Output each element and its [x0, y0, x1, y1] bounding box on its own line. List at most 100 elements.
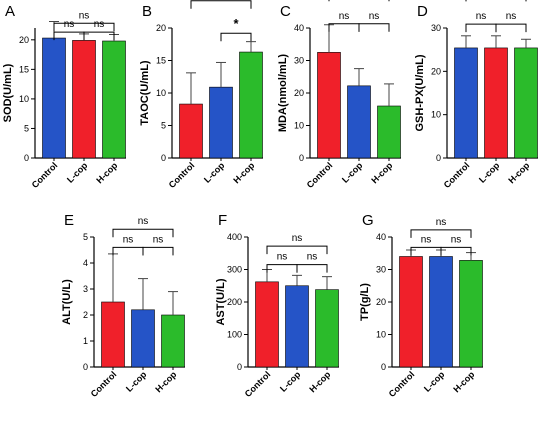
y-tick-label: 100 [227, 330, 242, 340]
significance-label: ns [451, 234, 462, 245]
significance-bracket [220, 32, 252, 42]
significance-label: ns [292, 233, 303, 244]
significance-bracket [266, 245, 328, 255]
significance-label: ns [339, 11, 350, 22]
bar-l-cop [429, 256, 453, 368]
x-tick-label: H-cop [506, 160, 531, 185]
y-tick-label: 40 [294, 23, 304, 33]
y-tick-label: 10 [156, 88, 166, 98]
bar-control [179, 103, 203, 159]
bar-l-cop [347, 85, 371, 159]
bar-control [101, 301, 125, 368]
x-tick-label: Control [387, 369, 417, 399]
panel-letter: G [362, 212, 374, 229]
y-tick-label: 30 [431, 23, 441, 33]
y-tick-label: 30 [294, 56, 304, 66]
bar-h-cop [161, 314, 185, 368]
y-tick-label: 5 [24, 123, 29, 133]
bar-h-cop [514, 47, 538, 159]
y-axis-label: TP(g/L) [359, 283, 371, 321]
panel-letter: D [417, 3, 428, 20]
significance-bracket [410, 229, 472, 238]
y-tick-label: 30 [376, 265, 386, 275]
significance-bracket [465, 0, 527, 2]
y-tick-label: 4 [83, 258, 88, 268]
y-tick-label: 0 [436, 153, 441, 163]
y-tick-label: 0 [83, 362, 88, 372]
significance-label: ns [369, 11, 380, 22]
bar-control [454, 47, 478, 159]
significance-label: ns [79, 10, 90, 21]
x-tick-label: L-cop [65, 160, 90, 185]
y-tick-label: 10 [19, 94, 29, 104]
significance-label: ns [307, 252, 318, 263]
y-tick-label: 5 [83, 232, 88, 242]
y-tick-label: 20 [294, 88, 304, 98]
y-tick-label: 15 [156, 56, 166, 66]
x-tick-label: L-cop [124, 369, 149, 394]
significance-label: ns [123, 234, 134, 245]
significance-label: ns [421, 234, 432, 245]
significance-label: * [233, 16, 239, 31]
y-tick-label: 10 [431, 110, 441, 120]
bar-h-cop [459, 260, 483, 368]
significance-bracket [53, 22, 115, 32]
y-tick-label: 20 [431, 66, 441, 76]
significance-label: ns [436, 217, 447, 228]
chart-panel-c: C 0 10 20 30 40 MDA(nmol/mL) Control L-cop H-cop n… [277, 0, 401, 190]
significance-bracket [142, 246, 174, 256]
significance-bracket [83, 31, 115, 41]
x-tick-label: L-cop [340, 160, 365, 185]
significance-bracket [465, 23, 497, 33]
y-tick-label: 1 [83, 336, 88, 346]
y-tick-label: 20 [156, 23, 166, 33]
panel-letter: E [64, 212, 74, 229]
y-tick-label: 200 [227, 297, 242, 307]
chart-panel-d: D 0 10 20 30 GSH-PX(U/mL) Control L-cop H-cop ns n… [414, 0, 538, 190]
x-tick-label: Control [30, 160, 60, 190]
panel-letter: F [218, 212, 227, 229]
x-tick-label: H-cop [231, 160, 256, 185]
y-tick-label: 20 [376, 297, 386, 307]
y-tick-label: 300 [227, 265, 242, 275]
significance-label: ns [506, 11, 517, 22]
significance-bracket [328, 0, 390, 2]
bar-control [42, 37, 66, 159]
y-tick-label: 20 [19, 35, 29, 45]
x-tick-label: H-cop [94, 160, 119, 185]
x-tick-label: H-cop [369, 160, 394, 185]
x-tick-label: H-cop [307, 369, 332, 394]
significance-bracket [410, 246, 442, 256]
x-tick-label: L-cop [477, 160, 502, 185]
significance-label: ns [64, 19, 75, 30]
bar-h-cop [377, 105, 401, 159]
bar-l-cop [209, 86, 233, 159]
y-tick-label: 5 [161, 121, 166, 131]
significance-bracket [358, 23, 390, 32]
x-tick-label: Control [167, 160, 197, 190]
x-tick-label: Control [243, 369, 273, 399]
significance-label: ns [277, 252, 288, 263]
x-tick-label: Control [89, 369, 119, 399]
panel-letter: B [142, 3, 152, 20]
significance-label: ns [94, 19, 105, 30]
bar-h-cop [102, 40, 126, 159]
y-axis-label: TAOC(U/mL) [139, 60, 151, 126]
significance-bracket [440, 246, 472, 256]
significance-bracket [495, 23, 527, 33]
y-tick-label: 2 [83, 310, 88, 320]
chart-panel-f: F 0 100 200 300 400 AST(U/L) Control L-cop H-cop n… [215, 212, 339, 399]
bar-control [399, 256, 423, 368]
significance-label: ns [138, 216, 149, 227]
x-tick-label: L-cop [202, 160, 227, 185]
bar-l-cop [285, 285, 309, 368]
bar-l-cop [72, 40, 96, 159]
y-tick-label: 10 [376, 330, 386, 340]
x-tick-label: L-cop [422, 369, 447, 394]
x-tick-label: H-cop [153, 369, 178, 394]
y-tick-label: 0 [381, 362, 386, 372]
